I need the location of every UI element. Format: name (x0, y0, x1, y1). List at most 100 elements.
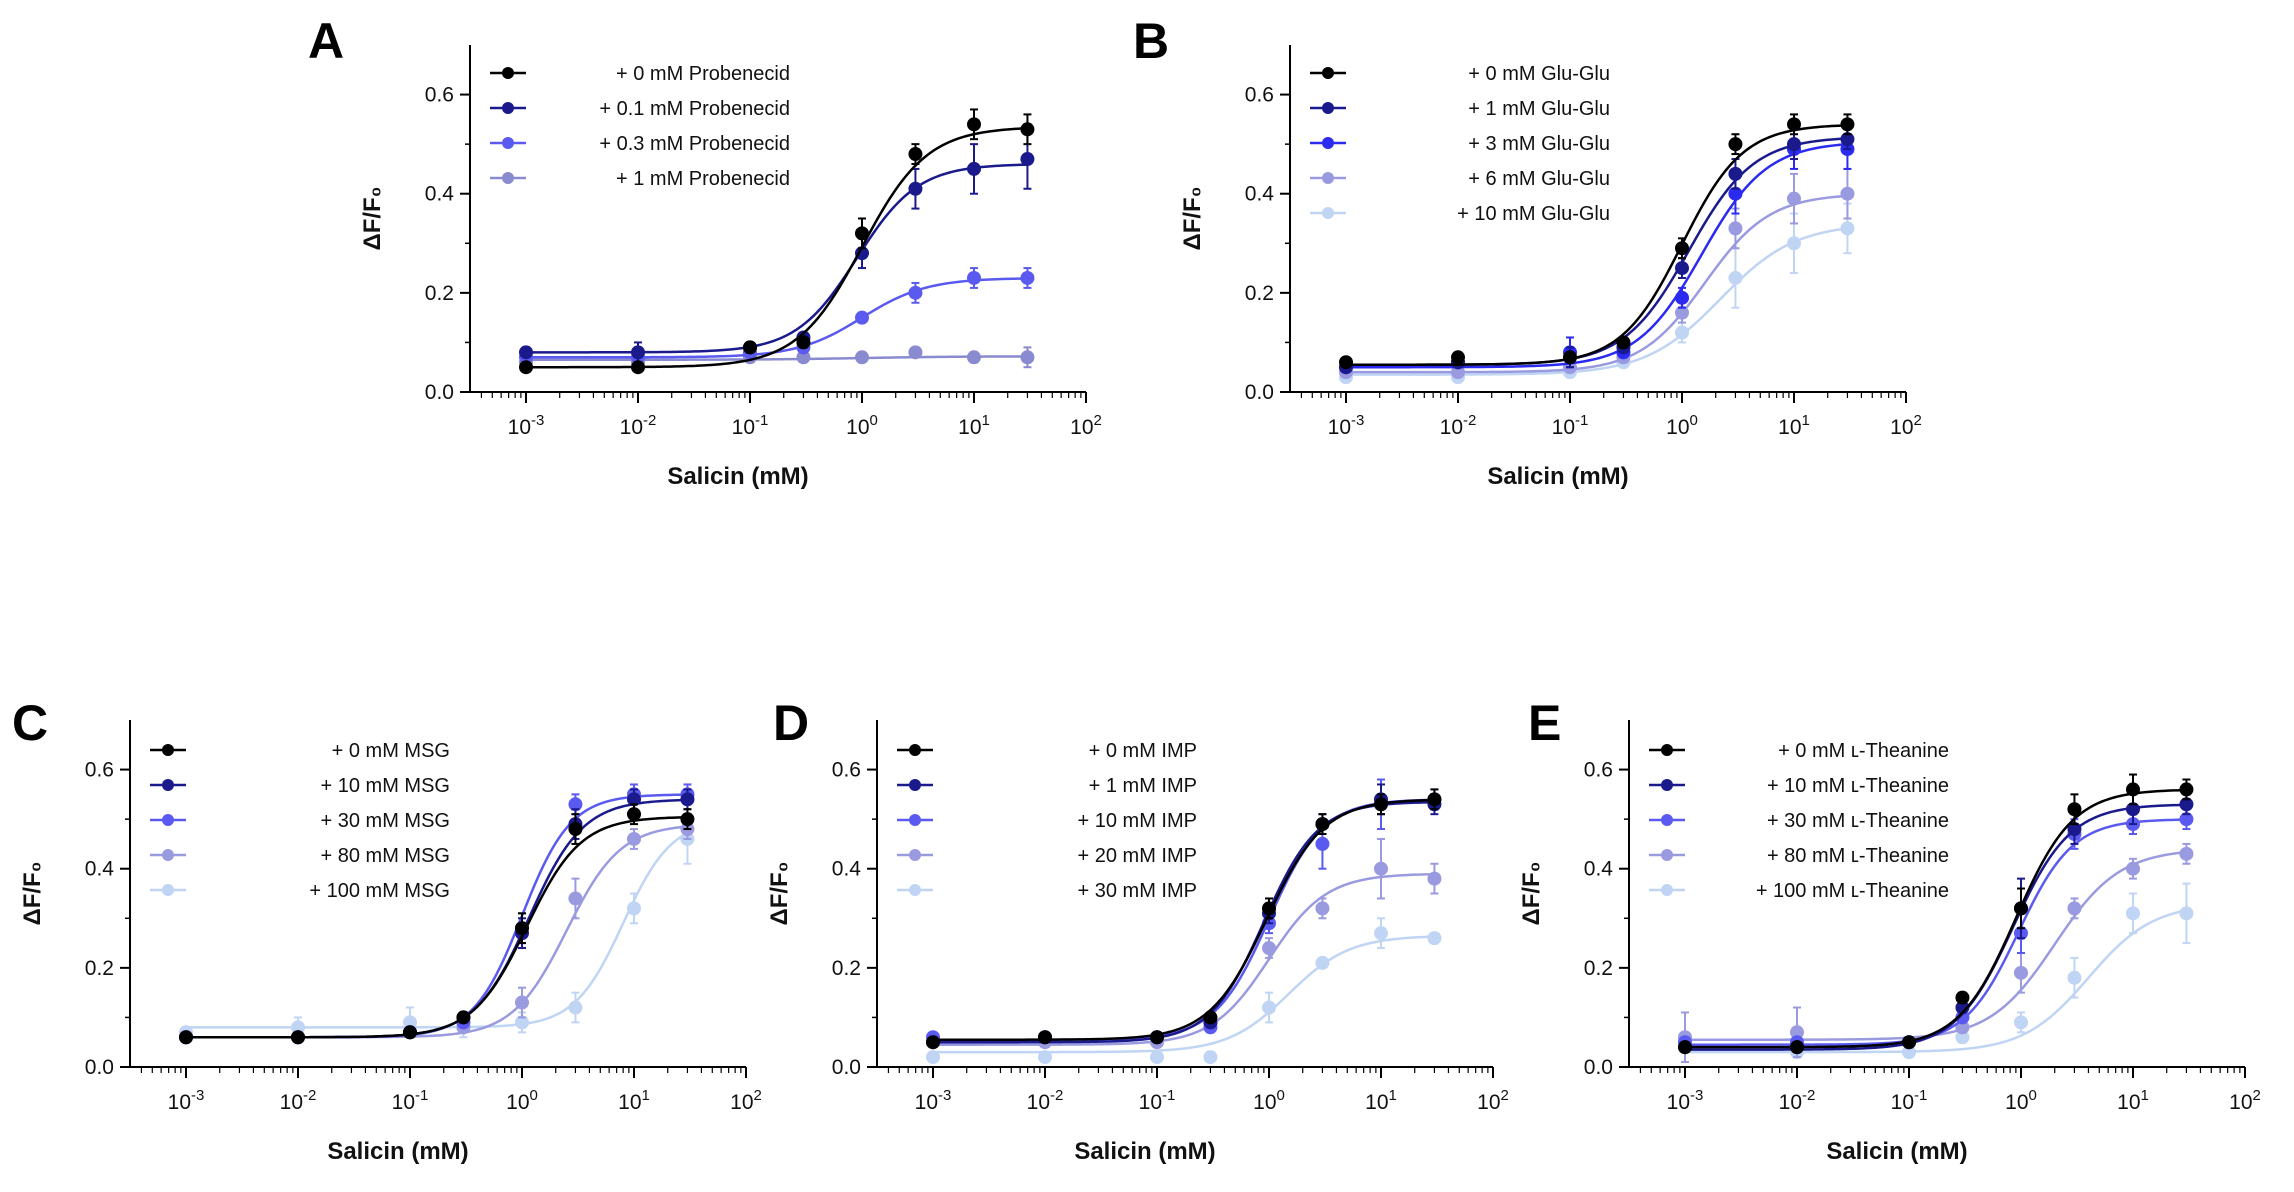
y-tick-label: 0.6 (425, 84, 454, 107)
data-point (2126, 906, 2140, 921)
data-point (2067, 901, 2082, 916)
legend-marker (502, 67, 514, 79)
data-point (1675, 241, 1689, 256)
x-axis-label: Salicin (mM) (1487, 463, 1628, 490)
data-point (1616, 335, 1631, 350)
x-tick-label: 101 (1778, 412, 1810, 439)
fit-curve (933, 935, 1435, 1054)
fit-curve (1346, 194, 1848, 374)
data-point (1678, 1040, 1692, 1055)
data-point (631, 360, 645, 375)
data-point (680, 792, 695, 807)
legend: + 0 mM Glu-Glu + 1 mM Glu-Glu + 3 mM Glu-G… (1310, 63, 1610, 225)
legend-marker (502, 137, 514, 149)
data-point (1675, 261, 1689, 276)
x-tick-label: 10-3 (1328, 412, 1365, 439)
panel-e: E 0.0 0.2 0.4 0.6 10-3 10-2 10-1 100 101 102 Salici… (1518, 695, 2261, 1165)
panel-letter: D (773, 695, 809, 751)
legend-marker (162, 814, 174, 826)
data-point (1315, 817, 1330, 832)
fit-curve (1685, 909, 2187, 1054)
x-tick-label: 10-2 (280, 1087, 317, 1114)
legend-marker (162, 779, 174, 791)
legend-label: + 6 mM Glu-Glu (1468, 168, 1610, 190)
legend-label: + 100 mM MSG (309, 880, 450, 902)
x-axis-label: Salicin (mM) (667, 463, 808, 490)
data-point (2014, 901, 2028, 916)
data-point (627, 807, 641, 822)
legend-label: + 10 mM Glu-Glu (1457, 203, 1610, 225)
legend-label: + 10 mM ʟ-Theanine (1767, 775, 1949, 797)
data-point (1262, 901, 1276, 916)
legend-label: + 1 mM Glu-Glu (1468, 98, 1610, 120)
fit-curve (933, 872, 1435, 1046)
x-tick-label: 102 (1890, 412, 1922, 439)
y-tick-label: 0.6 (1584, 759, 1613, 782)
data-point (967, 161, 981, 176)
x-tick-label: 100 (846, 412, 878, 439)
legend-label: + 0.3 mM Probenecid (599, 133, 790, 155)
panel-letter: A (308, 13, 344, 69)
data-point (1728, 221, 1743, 236)
data-point (627, 831, 641, 846)
y-tick-label: 0.4 (425, 183, 455, 206)
legend-label: + 100 mM ʟ-Theanine (1756, 880, 1949, 902)
data-point (1840, 117, 1855, 132)
x-tick-label: 100 (506, 1087, 538, 1114)
data-point (1451, 365, 1465, 380)
data-point (1955, 1000, 1970, 1015)
data-point (2179, 906, 2194, 921)
data-point (1150, 1050, 1164, 1065)
data-point (627, 901, 641, 916)
legend-marker (162, 884, 174, 896)
data-point (1339, 355, 1353, 370)
legend-marker (909, 814, 921, 826)
data-point (855, 310, 869, 325)
x-tick-label: 10-2 (620, 412, 657, 439)
data-point (1315, 836, 1330, 851)
data-point (1427, 792, 1442, 807)
x-tick-label: 100 (1666, 412, 1698, 439)
series-1 (926, 788, 1442, 1050)
legend-marker (1322, 67, 1334, 79)
data-point (796, 335, 811, 350)
y-axis-label: ΔF/F₀ (1518, 861, 1545, 925)
x-axis-label: Salicin (mM) (327, 1138, 468, 1165)
data-point (1955, 1010, 1970, 1025)
fit-curve (1346, 142, 1848, 369)
data-point (2179, 812, 2194, 827)
y-axis-label: ΔF/F₀ (19, 861, 46, 925)
data-point (456, 1010, 471, 1025)
data-point (1203, 1010, 1218, 1025)
data-point (908, 181, 923, 196)
data-point (1203, 1050, 1218, 1065)
y-tick-label: 0.4 (85, 858, 115, 881)
data-point (1374, 797, 1388, 812)
x-axis-label: Salicin (mM) (1826, 1138, 1967, 1165)
legend-marker (502, 172, 514, 184)
panel-a: A 0.0 0.2 0.4 0.6 10-3 10-2 10-1 100 101 102 Salici… (308, 13, 1102, 490)
data-point (515, 921, 529, 936)
data-point (291, 1030, 305, 1045)
data-point (1427, 871, 1442, 886)
data-point (1728, 137, 1743, 152)
data-point (1675, 290, 1689, 305)
x-tick-label: 100 (1253, 1087, 1285, 1114)
fit-curve (933, 798, 1435, 1041)
legend-label: + 0 mM MSG (332, 740, 450, 762)
legend-label: + 30 mM MSG (321, 810, 450, 832)
x-tick-label: 102 (730, 1087, 762, 1114)
legend-label: + 30 mM ʟ-Theanine (1767, 810, 1949, 832)
panel-letter: B (1133, 13, 1169, 69)
y-tick-label: 0.4 (832, 858, 862, 881)
data-point (1315, 955, 1330, 970)
data-point (515, 995, 529, 1010)
data-point (1451, 350, 1465, 365)
data-point (1955, 1030, 1970, 1045)
legend-label: + 0 mM Probenecid (616, 63, 790, 85)
x-tick-label: 101 (958, 412, 990, 439)
x-tick-label: 10-3 (168, 1087, 205, 1114)
y-tick-label: 0.2 (1584, 957, 1613, 980)
legend-marker (1661, 884, 1673, 896)
